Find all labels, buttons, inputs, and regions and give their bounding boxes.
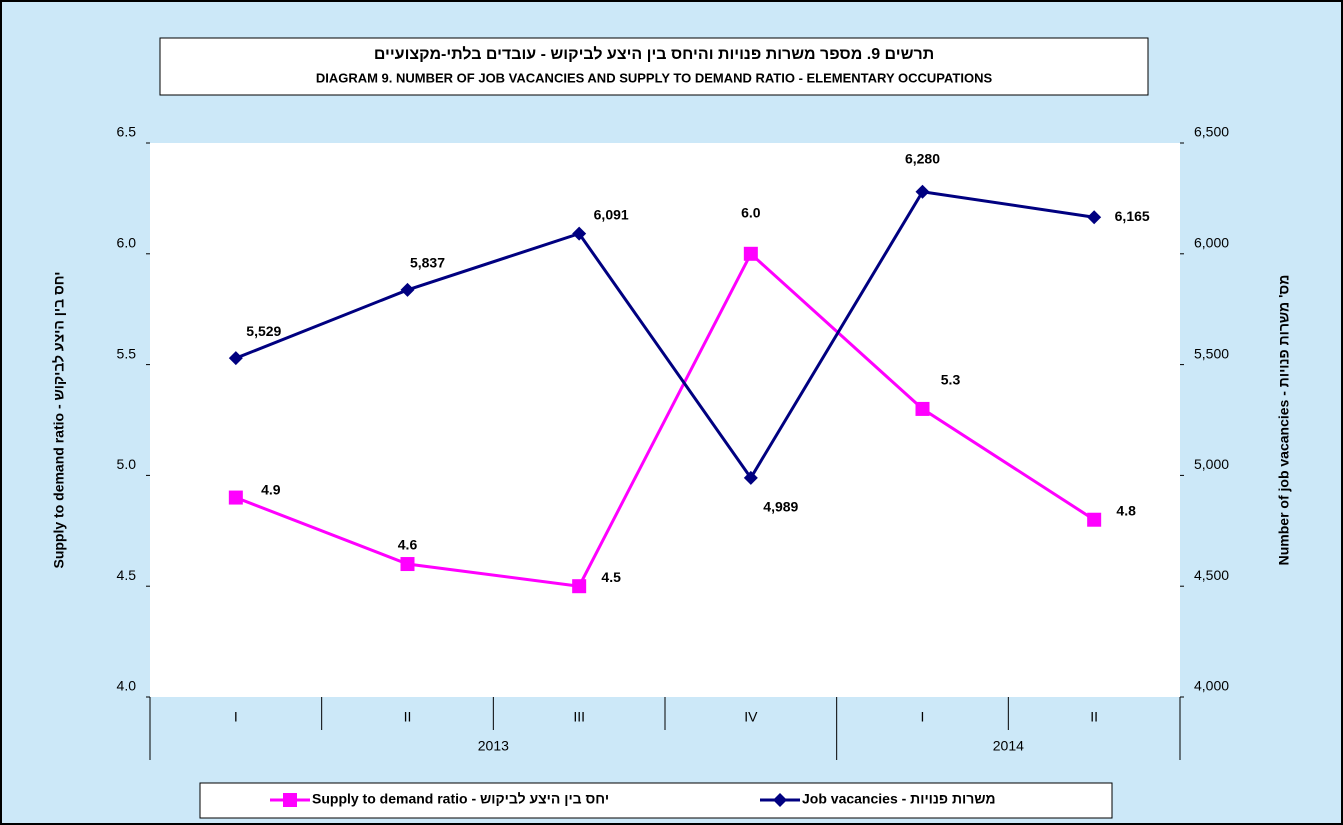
marker [915, 401, 930, 416]
data-label: 5.3 [941, 372, 961, 388]
x-tick-label: II [1090, 709, 1098, 725]
data-label: 4,989 [763, 499, 798, 515]
series-line [235, 251, 1095, 588]
y2-tick-label: 4,000 [1194, 678, 1229, 694]
y2-tick-label: 4,500 [1194, 567, 1229, 583]
data-label: 5,529 [246, 323, 281, 339]
legend-label: Job vacancies - משרות פנויות [802, 791, 996, 807]
x-tick-label: I [921, 709, 925, 725]
y-tick-label: 6.5 [117, 124, 137, 140]
y-axis-title: Supply to demand ratio - יחס בין היצע לב… [51, 271, 67, 568]
y2-tick-label: 5,000 [1194, 456, 1229, 472]
data-label: 6,091 [594, 206, 629, 222]
marker [228, 490, 243, 505]
data-label: 6.0 [741, 205, 761, 221]
x-tick-label: II [404, 709, 412, 725]
data-label: 4.6 [398, 537, 418, 553]
marker [1087, 210, 1102, 225]
data-label: 4.5 [601, 569, 621, 585]
group-label: 2014 [993, 738, 1024, 754]
data-label: 6,165 [1115, 208, 1150, 224]
y-tick-label: 5.5 [117, 345, 137, 361]
y-tick-label: 5.0 [117, 456, 137, 472]
data-label: 4.8 [1116, 502, 1136, 518]
x-tick-label: III [573, 709, 585, 725]
group-label: 2013 [478, 738, 509, 754]
x-tick-label: I [234, 709, 238, 725]
marker [1087, 512, 1102, 527]
marker [915, 184, 930, 199]
data-label: 6,280 [905, 150, 940, 166]
data-label: 4.9 [261, 481, 281, 497]
title-box [159, 37, 1149, 96]
y-tick-label: 6.0 [117, 235, 137, 251]
marker [743, 470, 758, 485]
y2-tick-label: 5,500 [1194, 345, 1229, 361]
marker [743, 246, 758, 261]
marker [400, 282, 415, 297]
marker [572, 226, 587, 241]
marker [773, 793, 787, 807]
data-label: 5,837 [410, 255, 445, 271]
y-tick-label: 4.0 [117, 678, 137, 694]
chart-title: תרשים 9. מספר משרות פנויות והיחס בין היצ… [374, 45, 934, 63]
x-tick-label: IV [744, 709, 758, 725]
marker [283, 793, 297, 807]
marker [400, 557, 415, 572]
y2-tick-label: 6,000 [1194, 235, 1229, 251]
y2-tick-label: 6,500 [1194, 124, 1229, 140]
legend-box [199, 782, 1113, 819]
y-tick-label: 4.5 [117, 567, 137, 583]
series-line [235, 190, 1095, 481]
chart-subtitle: DIAGRAM 9. NUMBER OF JOB VACANCIES AND S… [316, 70, 993, 85]
y2-axis-title: Number of job vacancies - מס' משרות פנוי… [1276, 275, 1292, 566]
marker [228, 351, 243, 366]
marker [572, 579, 587, 594]
legend-label: Supply to demand ratio - יחס בין היצע לב… [312, 791, 609, 807]
